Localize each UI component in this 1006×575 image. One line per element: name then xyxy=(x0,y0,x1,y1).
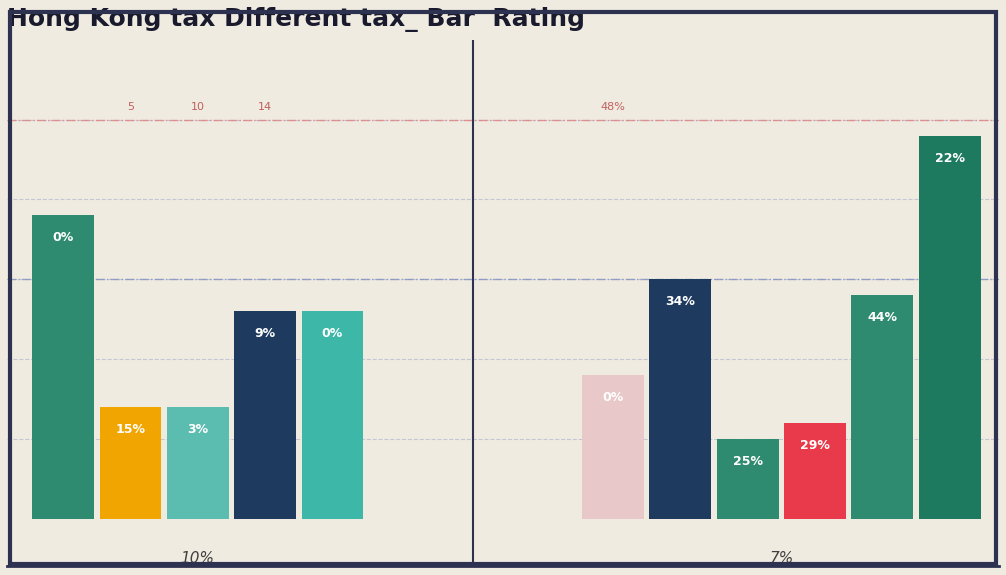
Bar xyxy=(918,136,981,519)
Bar xyxy=(582,375,644,519)
Text: 48%: 48% xyxy=(601,102,626,112)
Text: 22%: 22% xyxy=(935,152,965,164)
Text: 0%: 0% xyxy=(603,391,624,404)
Text: 3%: 3% xyxy=(187,423,208,436)
Text: 29%: 29% xyxy=(800,439,830,452)
Bar xyxy=(302,311,363,519)
Text: 5: 5 xyxy=(127,102,134,112)
Text: 0%: 0% xyxy=(52,231,73,244)
Text: 7%: 7% xyxy=(770,550,794,566)
Text: 10: 10 xyxy=(191,102,205,112)
Bar xyxy=(32,216,94,519)
Bar xyxy=(234,311,296,519)
Text: 9%: 9% xyxy=(255,327,276,340)
Text: 34%: 34% xyxy=(665,295,695,308)
Text: 10%: 10% xyxy=(181,550,214,566)
Text: 44%: 44% xyxy=(867,311,897,324)
Text: Hong Kong tax Different tax_ Bar  Rating: Hong Kong tax Different tax_ Bar Rating xyxy=(7,7,584,32)
Bar xyxy=(717,439,779,519)
Text: 15%: 15% xyxy=(116,423,146,436)
Bar xyxy=(167,407,228,519)
Bar xyxy=(784,423,846,519)
Text: 14: 14 xyxy=(258,102,273,112)
Bar xyxy=(650,279,711,519)
Text: 0%: 0% xyxy=(322,327,343,340)
Bar xyxy=(851,295,913,519)
Text: 25%: 25% xyxy=(732,455,763,467)
Bar xyxy=(100,407,161,519)
